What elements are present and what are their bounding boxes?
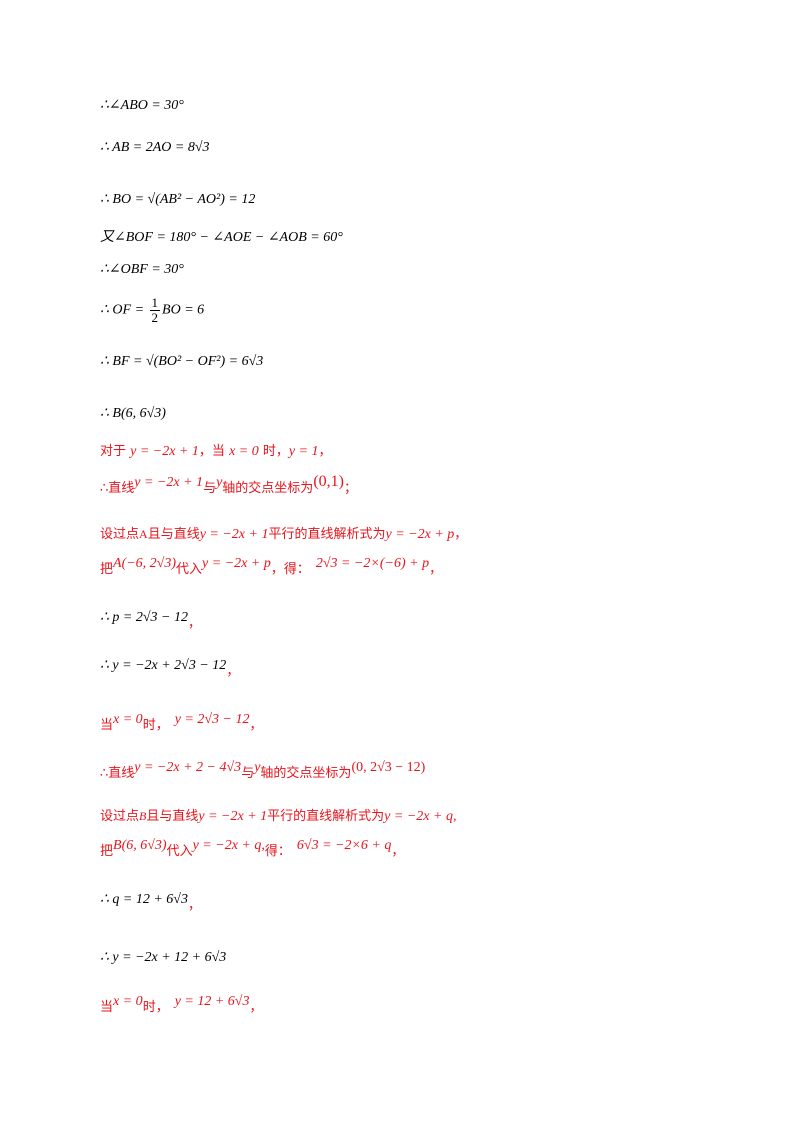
text: 时， [142,1000,169,1015]
equation: A(−6, 2√3) [113,556,177,571]
step-angle-abo: ∴∠ABO = 30° [100,98,184,113]
text: ∴直线 [100,481,135,496]
text: ， [226,664,240,679]
equation: y [254,760,261,775]
text: ， [454,527,468,542]
text: 平行的直线解析式为 [268,527,386,542]
equation: y = −2x + 1 [130,444,199,459]
step-angle-obf: ∴∠OBF = 30° [100,262,184,277]
text: 对于 [100,444,131,459]
text: ， [318,444,332,459]
text: 时， [142,718,169,733]
step-parallel-a: 设过点A且与直线y = −2x + 1平行的直线解析式为y = −2x + p， [100,524,467,545]
text: ， [249,718,263,733]
text: 轴的交点坐标为 [260,766,352,781]
equation: 2√3 = −2×(−6) + p [315,556,430,571]
step-substitute-b: 把B(6, 6√3)代入y = −2x + q,得： 6√3 = −2×6 + q… [100,838,405,862]
text: 轴的交点坐标为 [222,481,314,496]
text: 且与直线 [146,809,199,824]
equation: y = −2x + 2 − 4√3 [134,760,242,775]
fraction-denominator: 2 [151,310,159,325]
text: 把 [100,844,114,859]
equation: x = 0 [229,444,259,459]
text: ∴直线 [100,766,135,781]
text: ，得： [270,562,310,577]
step-p: ∴ p = 2√3 − 12， [100,608,202,631]
of-tail: BO = 6 [162,302,205,318]
step-q: ∴ q = 12 + 6√3， [100,890,202,913]
text: 设过点 [100,809,140,824]
text: 当 [100,1000,114,1015]
step-x-zero-b: 当x = 0时， y = 12 + 6√3， [100,992,263,1015]
equation: x = 0 [113,994,143,1009]
text: 与 [241,766,255,781]
step-bo: ∴ BO = √(AB² − AO²) = 12 [100,192,256,207]
text: 时， [258,444,289,459]
equation: B(6, 6√3) [113,838,167,853]
text: 代入 [176,562,203,577]
equation: x = 0 [113,712,143,727]
equation: y = −2x + q, [192,838,265,853]
equation: A [139,527,148,541]
text: 且与直线 [147,527,200,542]
text: 设过点 [100,527,140,542]
text: ， [429,562,443,577]
step-line-p: ∴ y = −2x + 2√3 − 12， [100,656,240,679]
step-angle-bof: 又∠BOF = 180° − ∠AOE − ∠AOB = 60° [100,230,343,245]
text: 得： [264,844,291,859]
equation: (0,1) [313,473,344,490]
step-intercept-point: ∴直线y = −2x + 1与y轴的交点坐标为(0,1)； [100,473,357,499]
equation: (0, 2√3 − 12) [351,760,426,775]
text: 代入 [166,844,193,859]
text: 平行的直线解析式为 [267,809,385,824]
step-substitute-a: 把A(−6, 2√3)代入y = −2x + p，得： 2√3 = −2×(−6)… [100,556,443,580]
equation: 6√3 = −2×6 + q [296,838,392,853]
step-line-q: ∴ y = −2x + 12 + 6√3 [100,950,227,965]
step-line-intercept: 对于 y = −2x + 1，当 x = 0 时，y = 1， [100,442,332,462]
step-bf: ∴ BF = √(BO² − OF²) = 6√3 [100,354,264,369]
text: 当 [100,718,114,733]
equation: y = −2x + 1 [199,527,269,542]
step-intercept-a: ∴直线y = −2x + 2 − 4√3与y轴的交点坐标为(0, 2√3 − 1… [100,760,425,784]
equation: y = −2x + p [202,556,271,571]
text: 把 [100,562,114,577]
equation: ∴ q = 12 + 6√3 [100,892,188,907]
text: ， [188,898,202,913]
step-x-zero-a: 当x = 0时， y = 2√3 − 12， [100,710,263,733]
step-point-b: ∴ B(6, 6√3) [100,406,166,421]
equation: ∴ y = −2x + 2√3 − 12 [100,658,227,673]
step-of: ∴ OF = 1 2 BO = 6 [100,296,204,325]
text: ， [391,844,405,859]
fraction-numerator: 1 [149,295,161,311]
equation: B [139,809,147,823]
step-parallel-b: 设过点B且与直线y = −2x + 1平行的直线解析式为y = −2x + q, [100,806,456,827]
text: ， [188,616,202,631]
equation: y = 12 + 6√3 [174,994,250,1009]
equation: y = 1 [288,444,319,459]
equation: y = 2√3 − 12 [174,712,250,727]
step-ab: ∴ AB = 2AO = 8√3 [100,140,210,155]
equation: y [216,475,223,490]
equation: y = −2x + q, [384,809,457,824]
equation: ∴ p = 2√3 − 12 [100,610,188,625]
equation: y = −2x + 1 [134,475,204,490]
of-lead: ∴ OF = [100,302,148,318]
text: ， [249,1000,263,1015]
text: ，当 [198,444,230,459]
text: 与 [203,481,217,496]
equation: y = −2x + p [385,527,455,542]
equation: y = −2x + 1 [198,809,268,824]
text: ； [343,481,357,496]
